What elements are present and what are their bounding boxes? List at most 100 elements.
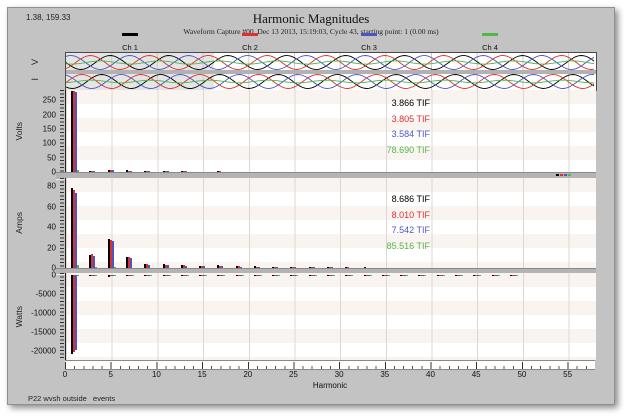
bar-h5-ch-1 — [107, 274, 110, 277]
bar-h15-ch-2 — [201, 266, 204, 268]
bar-h19-ch-3 — [239, 266, 242, 268]
bar-h9-ch-1 — [144, 171, 147, 172]
bar-h39-ch-1 — [418, 274, 421, 276]
legend-item-ch-4[interactable]: Ch 4 — [468, 32, 512, 55]
y-tick-label: -20000 — [31, 346, 56, 355]
watts-plot[interactable] — [65, 273, 596, 360]
channel-legend: Ch 1 Ch 2 Ch 3 Ch 4 — [8, 32, 614, 52]
bar-h13-ch-1 — [180, 274, 183, 276]
watts-y-axis-ruler — [60, 273, 64, 360]
bar-h9-ch-2 — [146, 263, 149, 268]
bar-h19-ch-2 — [237, 274, 240, 276]
bar-h23-ch-2 — [274, 266, 277, 268]
bar-h17-ch-2 — [219, 274, 222, 276]
bar-h11-ch-3 — [166, 274, 169, 276]
bar-h7-ch-2 — [128, 274, 130, 276]
bar-h13-ch-1 — [180, 171, 183, 172]
bar-h17-ch-1 — [217, 264, 220, 268]
bar-h29-ch-4 — [333, 274, 335, 276]
bar-h21-ch-4 — [259, 274, 262, 276]
bar-h33-ch-1 — [363, 267, 366, 268]
bar-h1-ch-4 — [77, 169, 80, 172]
bar-h9-ch-3 — [148, 274, 151, 276]
bar-h1-ch-1 — [71, 274, 74, 355]
bar-h1-ch-2 — [73, 91, 76, 172]
volts-tif-readouts: 3.866 TIF 3.805 TIF 3.584 TIF 78.690 TIF — [320, 96, 430, 158]
bar-h33-ch-3 — [367, 274, 370, 276]
bar-h19-ch-1 — [235, 274, 238, 276]
bar-h3-ch-2 — [91, 171, 94, 172]
legend-item-ch-2[interactable]: Ch 2 — [228, 32, 272, 55]
volts-plot[interactable] — [65, 90, 596, 172]
bar-h17-ch-2 — [219, 171, 222, 172]
amps-plot[interactable] — [65, 178, 596, 268]
bar-h1-ch-4 — [77, 274, 80, 276]
bar-h13-ch-2 — [182, 274, 185, 276]
bar-h23-ch-4 — [278, 274, 281, 276]
bar-h13-ch-4 — [186, 274, 189, 276]
bar-h11-ch-1 — [162, 171, 165, 172]
x-tick-label: 30 — [334, 370, 344, 379]
y-tick-label: -15000 — [31, 327, 56, 337]
bar-h43-ch-3 — [458, 274, 461, 276]
bar-h1-ch-4 — [77, 264, 80, 268]
bar-h31-ch-2 — [347, 274, 350, 276]
bar-h19-ch-2 — [237, 266, 240, 268]
harmonic-magnitudes-window: 1.38, 159.33 Harmonic Magnitudes Wavefor… — [7, 7, 615, 405]
bar-h3-ch-1 — [89, 254, 92, 268]
bar-h3-ch-4 — [95, 267, 98, 268]
legend-label: Ch 1 — [122, 43, 138, 52]
bar-h31-ch-4 — [351, 274, 354, 276]
bar-h11-ch-3 — [166, 171, 169, 172]
x-axis-title: Harmonic — [312, 381, 348, 390]
x-tick-label: 25 — [288, 370, 298, 379]
bar-h1-ch-3 — [75, 193, 78, 268]
bar-h17-ch-1 — [217, 171, 220, 172]
bar-h1-ch-3 — [75, 274, 78, 350]
bar-h31-ch-3 — [349, 267, 352, 268]
bar-h39-ch-4 — [424, 274, 427, 276]
legend-item-ch-3[interactable]: Ch 3 — [347, 32, 391, 55]
status-text: P22 wvsh outside events — [28, 394, 116, 403]
bar-h35-ch-4 — [387, 274, 390, 276]
bar-h49-ch-1 — [509, 274, 512, 276]
bar-h35-ch-2 — [383, 267, 386, 268]
bar-h41-ch-4 — [442, 274, 445, 276]
legend-item-ch-1[interactable]: Ch 1 — [108, 32, 152, 55]
bar-h3-ch-3 — [93, 255, 96, 268]
bar-h7-ch-2 — [128, 256, 130, 268]
bar-h3-ch-1 — [89, 274, 92, 276]
bar-h29-ch-2 — [329, 274, 331, 276]
preview-volts-row-label: V — [30, 58, 40, 65]
tif-value: 8.010 TIF — [391, 209, 430, 220]
bar-h5-ch-3 — [111, 274, 114, 277]
bar-h29-ch-1 — [327, 274, 329, 276]
x-tick-label: 5 — [108, 370, 113, 379]
bar-h27-ch-4 — [314, 274, 317, 276]
bar-h5-ch-2 — [109, 240, 112, 268]
tif-value: 3.805 TIF — [391, 113, 430, 124]
bar-h29-ch-3 — [331, 274, 333, 276]
bar-h25-ch-1 — [290, 274, 293, 276]
bar-h47-ch-1 — [491, 274, 494, 276]
bar-h31-ch-1 — [345, 274, 348, 276]
volts-y-axis-ruler — [60, 90, 64, 172]
bar-h17-ch-1 — [217, 274, 220, 276]
bar-h19-ch-3 — [239, 274, 242, 276]
bar-h35-ch-2 — [383, 274, 386, 276]
bar-h23-ch-1 — [272, 266, 275, 268]
bar-h37-ch-4 — [406, 274, 409, 276]
bar-h33-ch-2 — [365, 274, 368, 276]
bar-h37-ch-3 — [404, 274, 407, 276]
bar-h1-ch-3 — [75, 92, 78, 172]
bar-h7-ch-3 — [130, 170, 132, 172]
tif-value: 85.516 TIF — [386, 240, 430, 251]
bar-h17-ch-3 — [221, 274, 224, 276]
bar-h21-ch-2 — [255, 266, 258, 268]
bar-h11-ch-2 — [164, 264, 167, 268]
waveform-preview[interactable] — [65, 52, 597, 91]
bar-h21-ch-2 — [255, 274, 258, 276]
bar-h19-ch-1 — [235, 266, 238, 268]
bar-h37-ch-1 — [400, 274, 403, 276]
bar-h1-ch-2 — [73, 190, 76, 268]
